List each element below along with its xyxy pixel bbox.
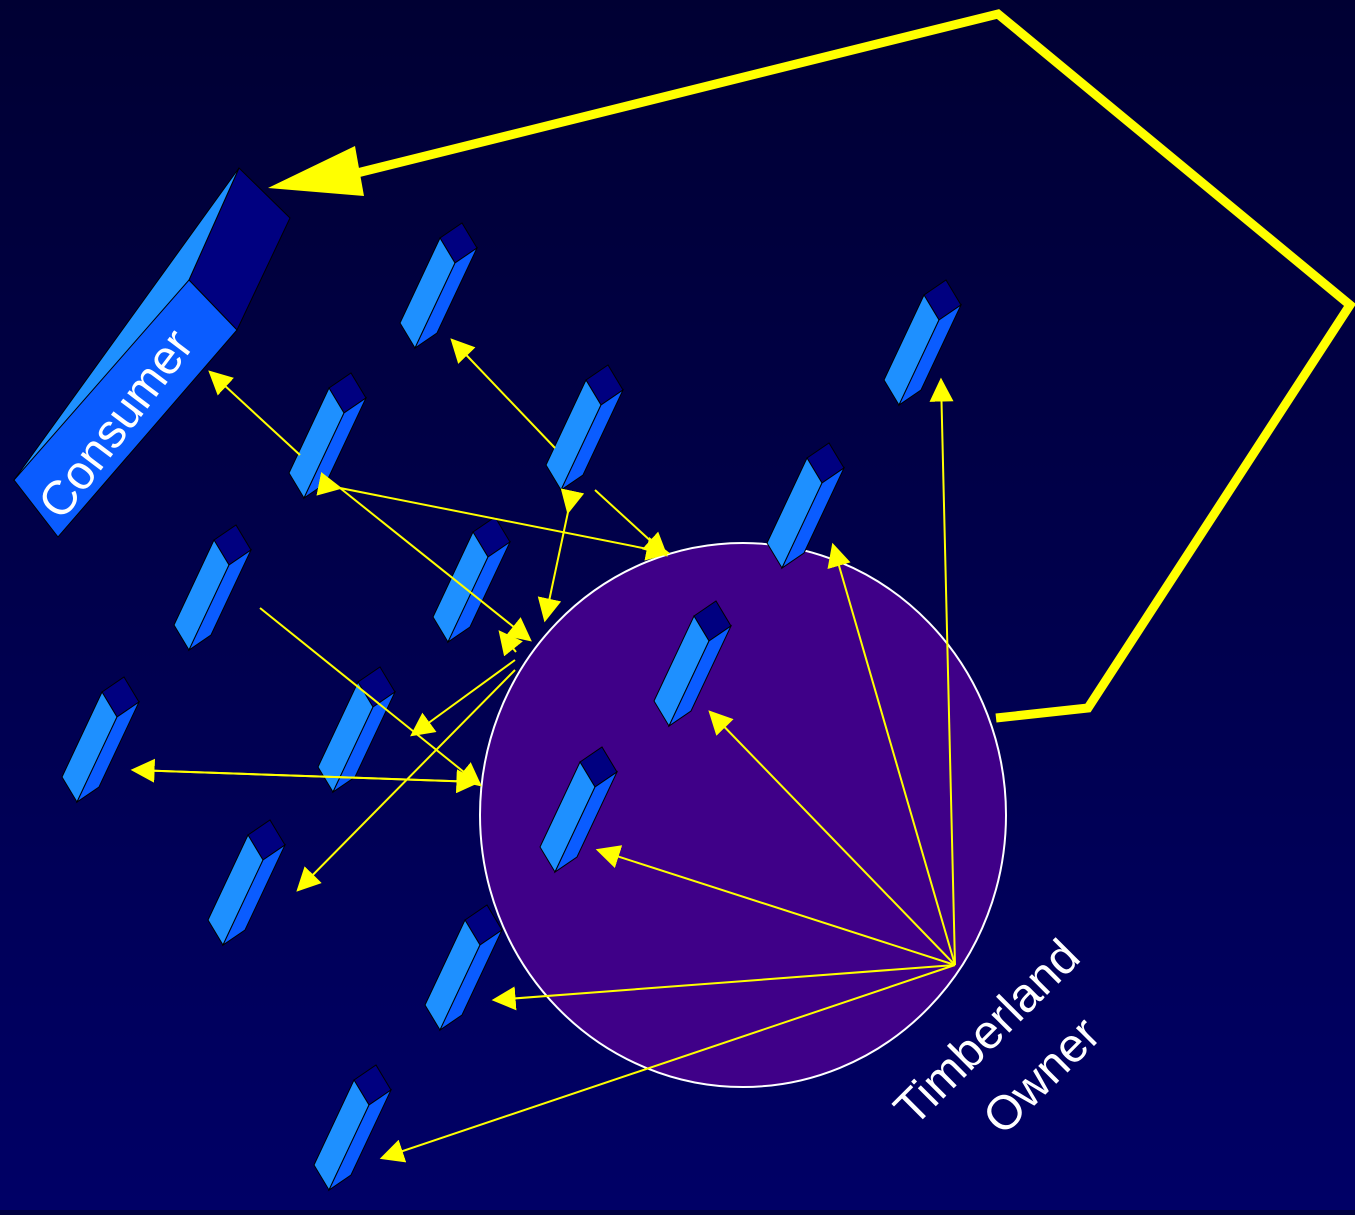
processor-box [424, 904, 504, 1032]
processor-box [317, 666, 397, 794]
flow-arrow [594, 489, 668, 557]
flow-arrow [537, 488, 585, 623]
flow-arrow [316, 472, 671, 561]
flow-arrows [130, 338, 956, 1163]
processor-box [61, 676, 141, 804]
processor-box [399, 222, 479, 350]
processor-box [883, 279, 963, 407]
processor-box [766, 442, 846, 570]
processor-box [545, 364, 625, 492]
processor-box [313, 1064, 393, 1192]
flow-arrow [498, 630, 523, 657]
processor-box [207, 819, 287, 947]
flow-arrow [827, 542, 956, 966]
return-flow-arrow [343, 9, 1355, 723]
flow-arrow [296, 669, 516, 892]
flow-arrow [410, 659, 516, 737]
consumer-box [12, 167, 291, 538]
flow-arrow [491, 964, 956, 1011]
flow-arrow [929, 377, 956, 966]
processor-box [173, 524, 253, 652]
flow-arrow [208, 370, 301, 456]
flow-arrow [339, 487, 532, 642]
flow-arrow [595, 845, 956, 966]
flow-arrow [130, 758, 479, 783]
flow-arrow [450, 338, 556, 449]
flow-arrow [708, 710, 956, 966]
flow-arrow [259, 607, 482, 787]
processor-boxes [61, 222, 963, 1192]
flow-arrow [379, 964, 956, 1163]
timberland-owner-circle [479, 542, 1007, 1088]
return-flow-arrowhead [268, 146, 364, 196]
processor-box [653, 600, 733, 728]
processor-box [539, 746, 619, 874]
